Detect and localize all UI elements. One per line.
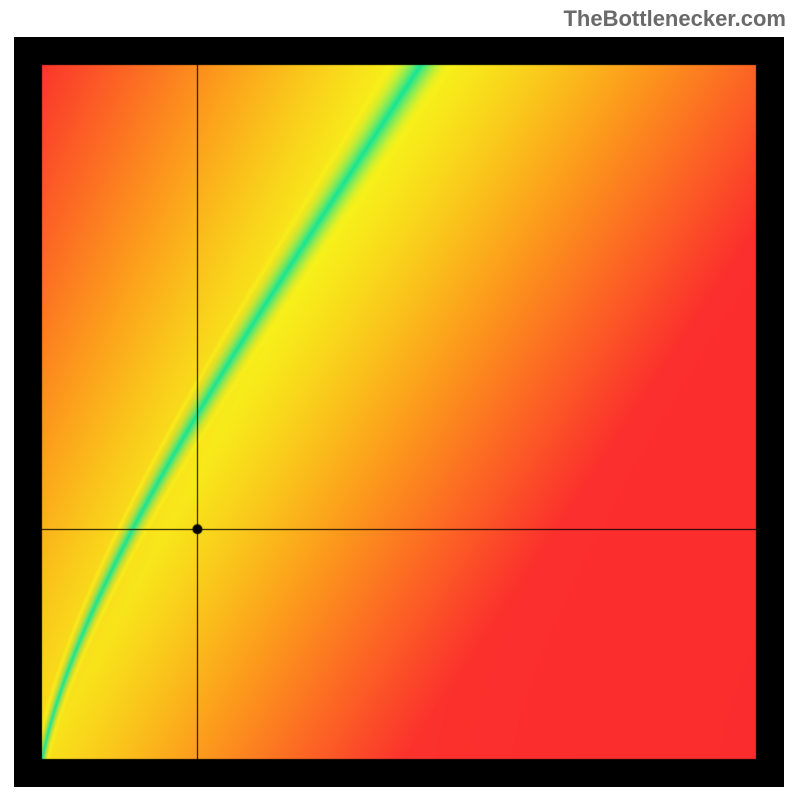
bottleneck-heatmap [14,37,784,787]
watermark-label: TheBottlenecker.com [563,6,786,32]
